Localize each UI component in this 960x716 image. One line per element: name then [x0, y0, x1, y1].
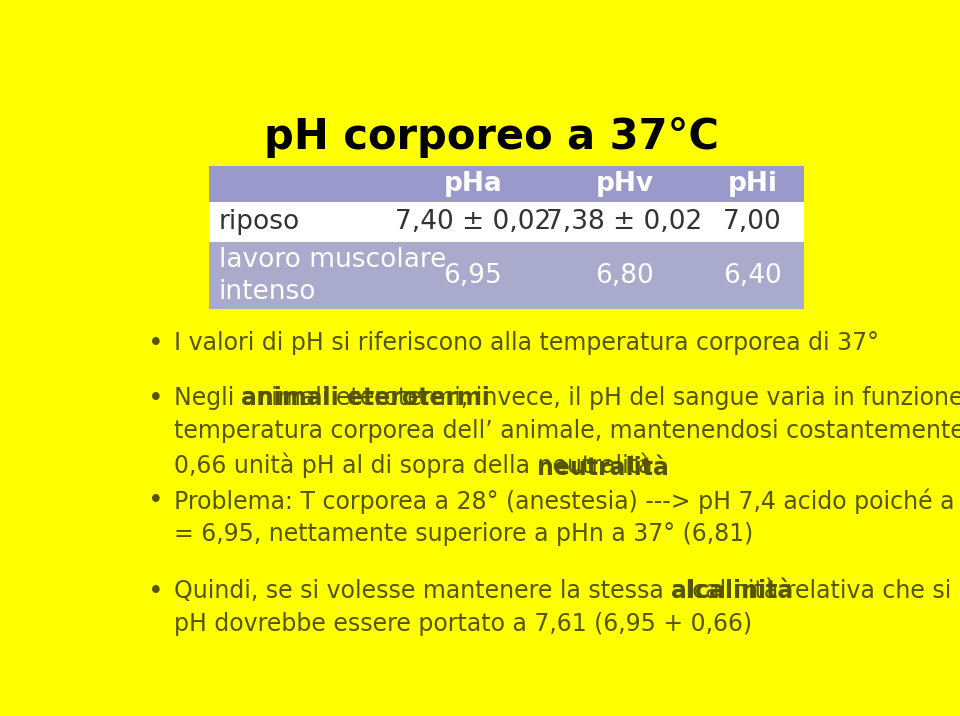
Bar [548, 242, 701, 309]
Text: pHi: pHi [728, 171, 778, 197]
Bar [701, 166, 804, 203]
Bar [209, 242, 396, 309]
Text: Negli animali eterotermi, invece, il pH del sangue varia in funzione della
tempe: Negli animali eterotermi, invece, il pH … [174, 387, 960, 478]
Bar [701, 242, 804, 309]
Text: •: • [148, 332, 164, 357]
Text: pH corporeo a 37°C: pH corporeo a 37°C [265, 116, 719, 158]
Text: 7,40 ± 0,02: 7,40 ± 0,02 [395, 209, 551, 235]
Text: 7,00: 7,00 [723, 209, 781, 235]
Text: 6,80: 6,80 [595, 263, 654, 289]
Text: pHa: pHa [444, 171, 502, 197]
Text: Problema: T corporea a 28° (anestesia) ---> pH 7,4 acido poiché a 28° pHn
= 6,95: Problema: T corporea a 28° (anestesia) -… [174, 488, 960, 546]
Text: neutralità: neutralità [537, 456, 669, 480]
Text: riposo: riposo [219, 209, 300, 235]
Bar [396, 242, 548, 309]
Bar [396, 166, 548, 203]
Bar [548, 166, 701, 203]
Bar [209, 203, 396, 242]
Text: •: • [148, 579, 164, 605]
Bar [701, 203, 804, 242]
Text: animali eterotermi: animali eterotermi [242, 387, 491, 410]
Text: 6,40: 6,40 [723, 263, 781, 289]
Text: alcalinità: alcalinità [671, 579, 793, 604]
Text: pHv: pHv [595, 171, 654, 197]
Text: 6,95: 6,95 [444, 263, 502, 289]
Text: lavoro muscolare
intenso: lavoro muscolare intenso [219, 246, 446, 304]
Text: I valori di pH si riferiscono alla temperatura corporea di 37°: I valori di pH si riferiscono alla tempe… [174, 332, 878, 355]
Bar [209, 166, 396, 203]
Bar [396, 203, 548, 242]
Text: Quindi, se si volesse mantenere la stessa alcalinità relativa che si ha a 37°, i: Quindi, se si volesse mantenere la stess… [174, 579, 960, 636]
Text: 7,38 ± 0,02: 7,38 ± 0,02 [546, 209, 703, 235]
Text: •: • [148, 387, 164, 412]
Text: •: • [148, 488, 164, 514]
Bar [548, 203, 701, 242]
